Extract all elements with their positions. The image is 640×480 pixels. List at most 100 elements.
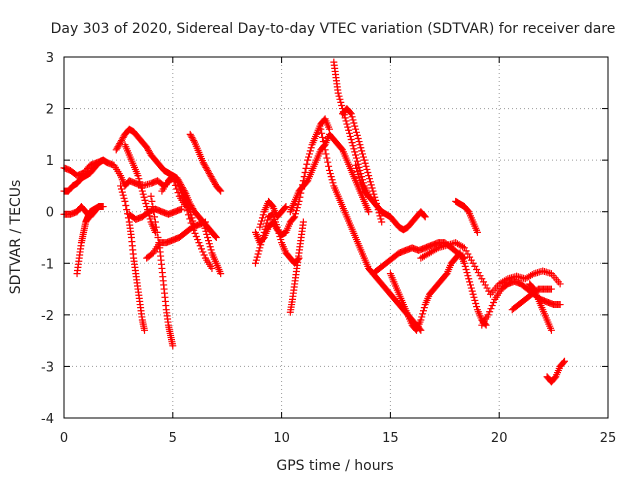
data-point: [305, 150, 313, 158]
data-point: [117, 185, 125, 193]
data-point: [370, 190, 378, 198]
data-point: [321, 146, 329, 154]
data-point: [299, 218, 307, 226]
data-point: [466, 281, 474, 289]
data-point: [328, 176, 336, 184]
axis-ticks: 0 5 10 15 20 25 -4 -3 -2 -1 0 1 2 3: [41, 51, 616, 446]
plot-frame: [63, 56, 609, 419]
data-point: [317, 125, 325, 133]
data-point: [200, 251, 208, 259]
data-point: [294, 200, 302, 208]
data-point: [326, 170, 334, 178]
data-point: [252, 256, 260, 264]
data-point: [275, 229, 283, 237]
data-point: [347, 110, 355, 118]
series-s25: [452, 197, 481, 236]
data-point: [118, 188, 126, 196]
data-point: [292, 210, 300, 218]
data-point: [208, 264, 216, 272]
data-point: [178, 205, 186, 213]
data-point: [366, 178, 374, 186]
data-point: [467, 284, 475, 292]
series-s10: [143, 218, 209, 262]
data-point: [342, 117, 350, 125]
data-point: [194, 236, 202, 244]
data-point: [201, 224, 209, 232]
data-point: [343, 120, 351, 128]
data-point: [376, 212, 384, 220]
data-point: [474, 269, 482, 277]
data-point: [556, 280, 564, 288]
data-point: [202, 227, 210, 235]
data-point: [355, 174, 363, 182]
data-point: [345, 126, 353, 134]
data-point: [487, 305, 495, 313]
data-point: [135, 175, 143, 183]
series-s2: [60, 156, 107, 195]
data-point: [169, 342, 177, 350]
grid-lines: [64, 57, 608, 418]
data-point: [307, 144, 315, 152]
data-point: [344, 123, 352, 131]
data-point: [263, 219, 271, 227]
data-point: [421, 213, 429, 221]
data-point: [143, 203, 151, 211]
data-point: [121, 197, 129, 205]
data-point: [205, 240, 213, 248]
data-point: [198, 245, 206, 253]
data-point: [119, 191, 127, 199]
data-point: [368, 184, 376, 192]
data-point: [99, 156, 107, 164]
data-point: [140, 193, 148, 201]
series-s30: [543, 357, 568, 386]
data-point: [473, 228, 481, 236]
data-point: [117, 182, 125, 190]
data-point: [469, 290, 477, 298]
data-point: [152, 223, 160, 231]
data-point: [365, 208, 373, 216]
x-axis-label: GPS time / hours: [276, 458, 393, 474]
data-point: [207, 246, 215, 254]
data-point: [199, 218, 207, 226]
data-point: [359, 150, 367, 158]
data-point: [417, 316, 425, 324]
data-point: [255, 247, 263, 255]
y-tick-label: 0: [46, 206, 54, 221]
data-point: [290, 214, 298, 222]
data-point: [352, 128, 360, 136]
data-point: [334, 89, 342, 97]
data-point: [320, 142, 328, 150]
data-point: [353, 167, 361, 175]
data-point: [318, 129, 326, 137]
data-point: [467, 256, 475, 264]
data-point: [306, 147, 314, 155]
data-point: [352, 125, 360, 133]
series-s24: [386, 249, 490, 334]
data-point: [490, 298, 498, 306]
series-s16: [256, 197, 290, 231]
data-point: [473, 265, 481, 273]
data-point: [274, 226, 282, 234]
y-tick-label: -2: [41, 309, 54, 324]
data-point: [187, 211, 195, 219]
data-point: [138, 187, 146, 195]
data-point: [420, 212, 428, 220]
data-point: [190, 137, 198, 145]
data-point: [329, 179, 337, 187]
data-point: [360, 156, 368, 164]
data-point: [460, 259, 468, 267]
series-s22: [352, 161, 429, 234]
data-point: [217, 187, 225, 195]
data-point: [335, 92, 343, 100]
data-point: [142, 199, 150, 207]
data-point: [486, 308, 494, 316]
data-point: [357, 144, 365, 152]
data-point: [259, 211, 267, 219]
data-point: [351, 148, 359, 156]
data-point: [216, 186, 224, 194]
series-s3: [60, 203, 107, 221]
data-point: [147, 192, 155, 200]
data-point: [281, 204, 289, 212]
data-point: [345, 129, 353, 137]
